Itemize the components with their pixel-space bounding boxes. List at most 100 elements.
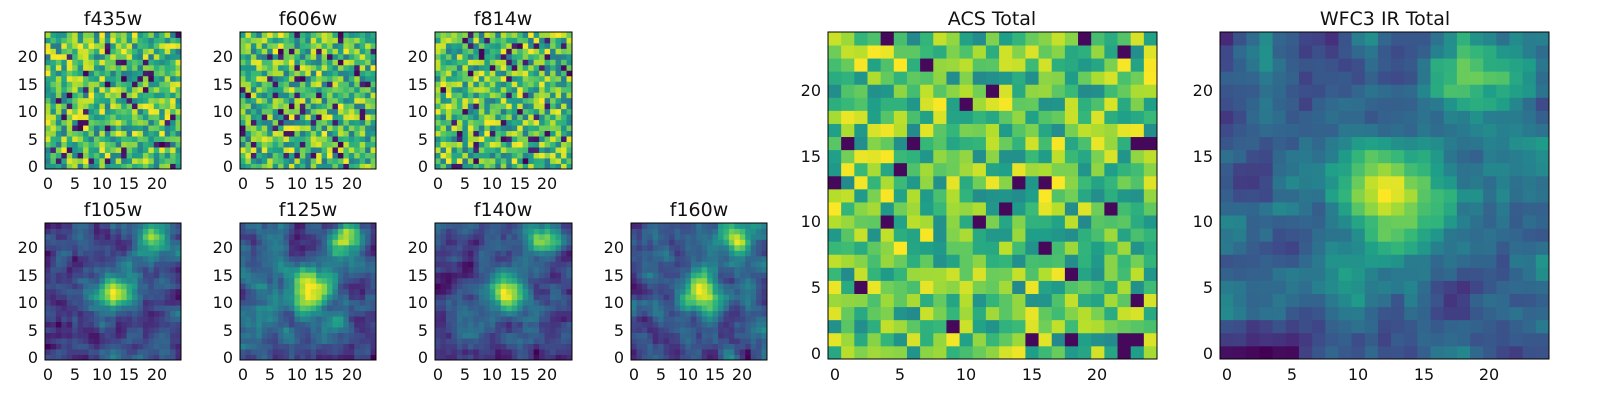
heatmap-cell [517,70,524,77]
heatmap-cell [45,299,51,306]
heatmap-cell [854,215,868,229]
heatmap-cell [61,32,68,38]
heatmap-cell [445,228,452,235]
x-tick-label: 0 [433,174,443,193]
heatmap-cell [663,299,670,306]
heatmap-cell [828,345,842,360]
heatmap-cell [354,147,361,153]
heatmap-cell [478,163,485,170]
heatmap-cell [348,299,355,306]
heatmap-cell [126,32,133,38]
heatmap-cell [137,48,144,55]
heatmap-cell [175,130,182,137]
heatmap-cell [972,202,987,216]
heatmap-cell [750,272,757,279]
heatmap-cell [245,250,252,257]
heatmap-cell [920,215,934,229]
heatmap-cell [93,32,100,38]
heatmap-cell [511,294,518,301]
heatmap-cell [66,294,73,301]
heatmap-cell [343,305,350,312]
heatmap-cell [561,92,567,99]
heatmap-cell [506,97,513,104]
heatmap-cell [137,321,144,328]
heatmap-cell [985,202,1000,216]
heatmap-cell [550,119,556,126]
heatmap-cell [1038,293,1053,308]
heatmap-cell [674,223,681,229]
heatmap-cell [278,250,284,257]
heatmap-cell [159,338,166,344]
heatmap-cell [278,75,284,82]
heatmap-cell [327,108,333,115]
heatmap-cell [126,244,133,251]
heatmap-cell [467,92,474,99]
heatmap-cell [511,130,518,137]
heatmap-cell [332,332,339,339]
heatmap-cell [250,255,257,262]
heatmap-cell [137,32,144,38]
heatmap-cell [148,354,155,361]
heatmap-cell [170,97,176,104]
heatmap-cell [652,327,659,333]
heatmap-cell [321,332,328,339]
heatmap-cell [305,75,312,82]
heatmap-cell [299,163,306,170]
heatmap-cell [495,42,502,49]
heatmap-cell [511,136,518,142]
heatmap-cell [522,239,529,246]
heatmap-cell [658,283,665,290]
heatmap-cell [153,283,160,290]
heatmap-cell [126,130,133,137]
heatmap-cell [555,32,562,38]
heatmap-cell [267,59,274,66]
heatmap-cell [115,354,122,361]
heatmap-cell [451,327,458,333]
heatmap-cell [99,130,106,137]
heatmap-cell [544,283,551,290]
heatmap-cell [240,332,246,339]
heatmap-cell [522,130,529,137]
heatmap-cell [72,81,79,88]
heatmap-cell [310,130,317,137]
heatmap-cell [104,64,111,71]
heatmap-cell [55,86,62,93]
heatmap-cell [99,272,106,279]
heatmap-cell [240,103,246,110]
heatmap-cell [288,125,295,132]
heatmap-cell [478,244,485,251]
heatmap-cell [343,75,350,82]
heatmap-cell [550,321,556,328]
heatmap-cell [506,108,513,115]
heatmap-cell [99,228,106,235]
heatmap-cell [880,188,895,203]
heatmap-cell [256,266,263,273]
heatmap-cell [45,125,51,132]
heatmap-cell [50,42,57,49]
heatmap-cell [121,272,127,279]
heatmap-cell [467,64,474,71]
heatmap-cell [256,277,263,284]
heatmap-cell [728,239,735,246]
heatmap-cell [734,283,741,290]
heatmap-cell [959,241,974,255]
heatmap-cell [327,163,333,170]
heatmap-cell [734,321,741,328]
heatmap-cell [164,70,171,77]
heatmap-cell [718,288,724,295]
heatmap-cell [245,103,252,110]
heatmap-cell [550,64,556,71]
heatmap-cell [93,299,100,306]
heatmap-cell [175,108,182,115]
heatmap-cell [288,130,295,137]
heatmap-cell [305,97,312,104]
heatmap-cell [348,250,355,257]
heatmap-cell [83,108,89,115]
panel-f160w: f160w 0 5 10 15 20 0 5 10 15 20 [604,199,768,384]
heatmap-cell [45,59,51,66]
heatmap-cell [261,255,268,262]
heatmap-cell [867,97,882,111]
heatmap-cell [305,228,312,235]
heatmap-cell [550,239,556,246]
heatmap-cell [359,92,366,99]
